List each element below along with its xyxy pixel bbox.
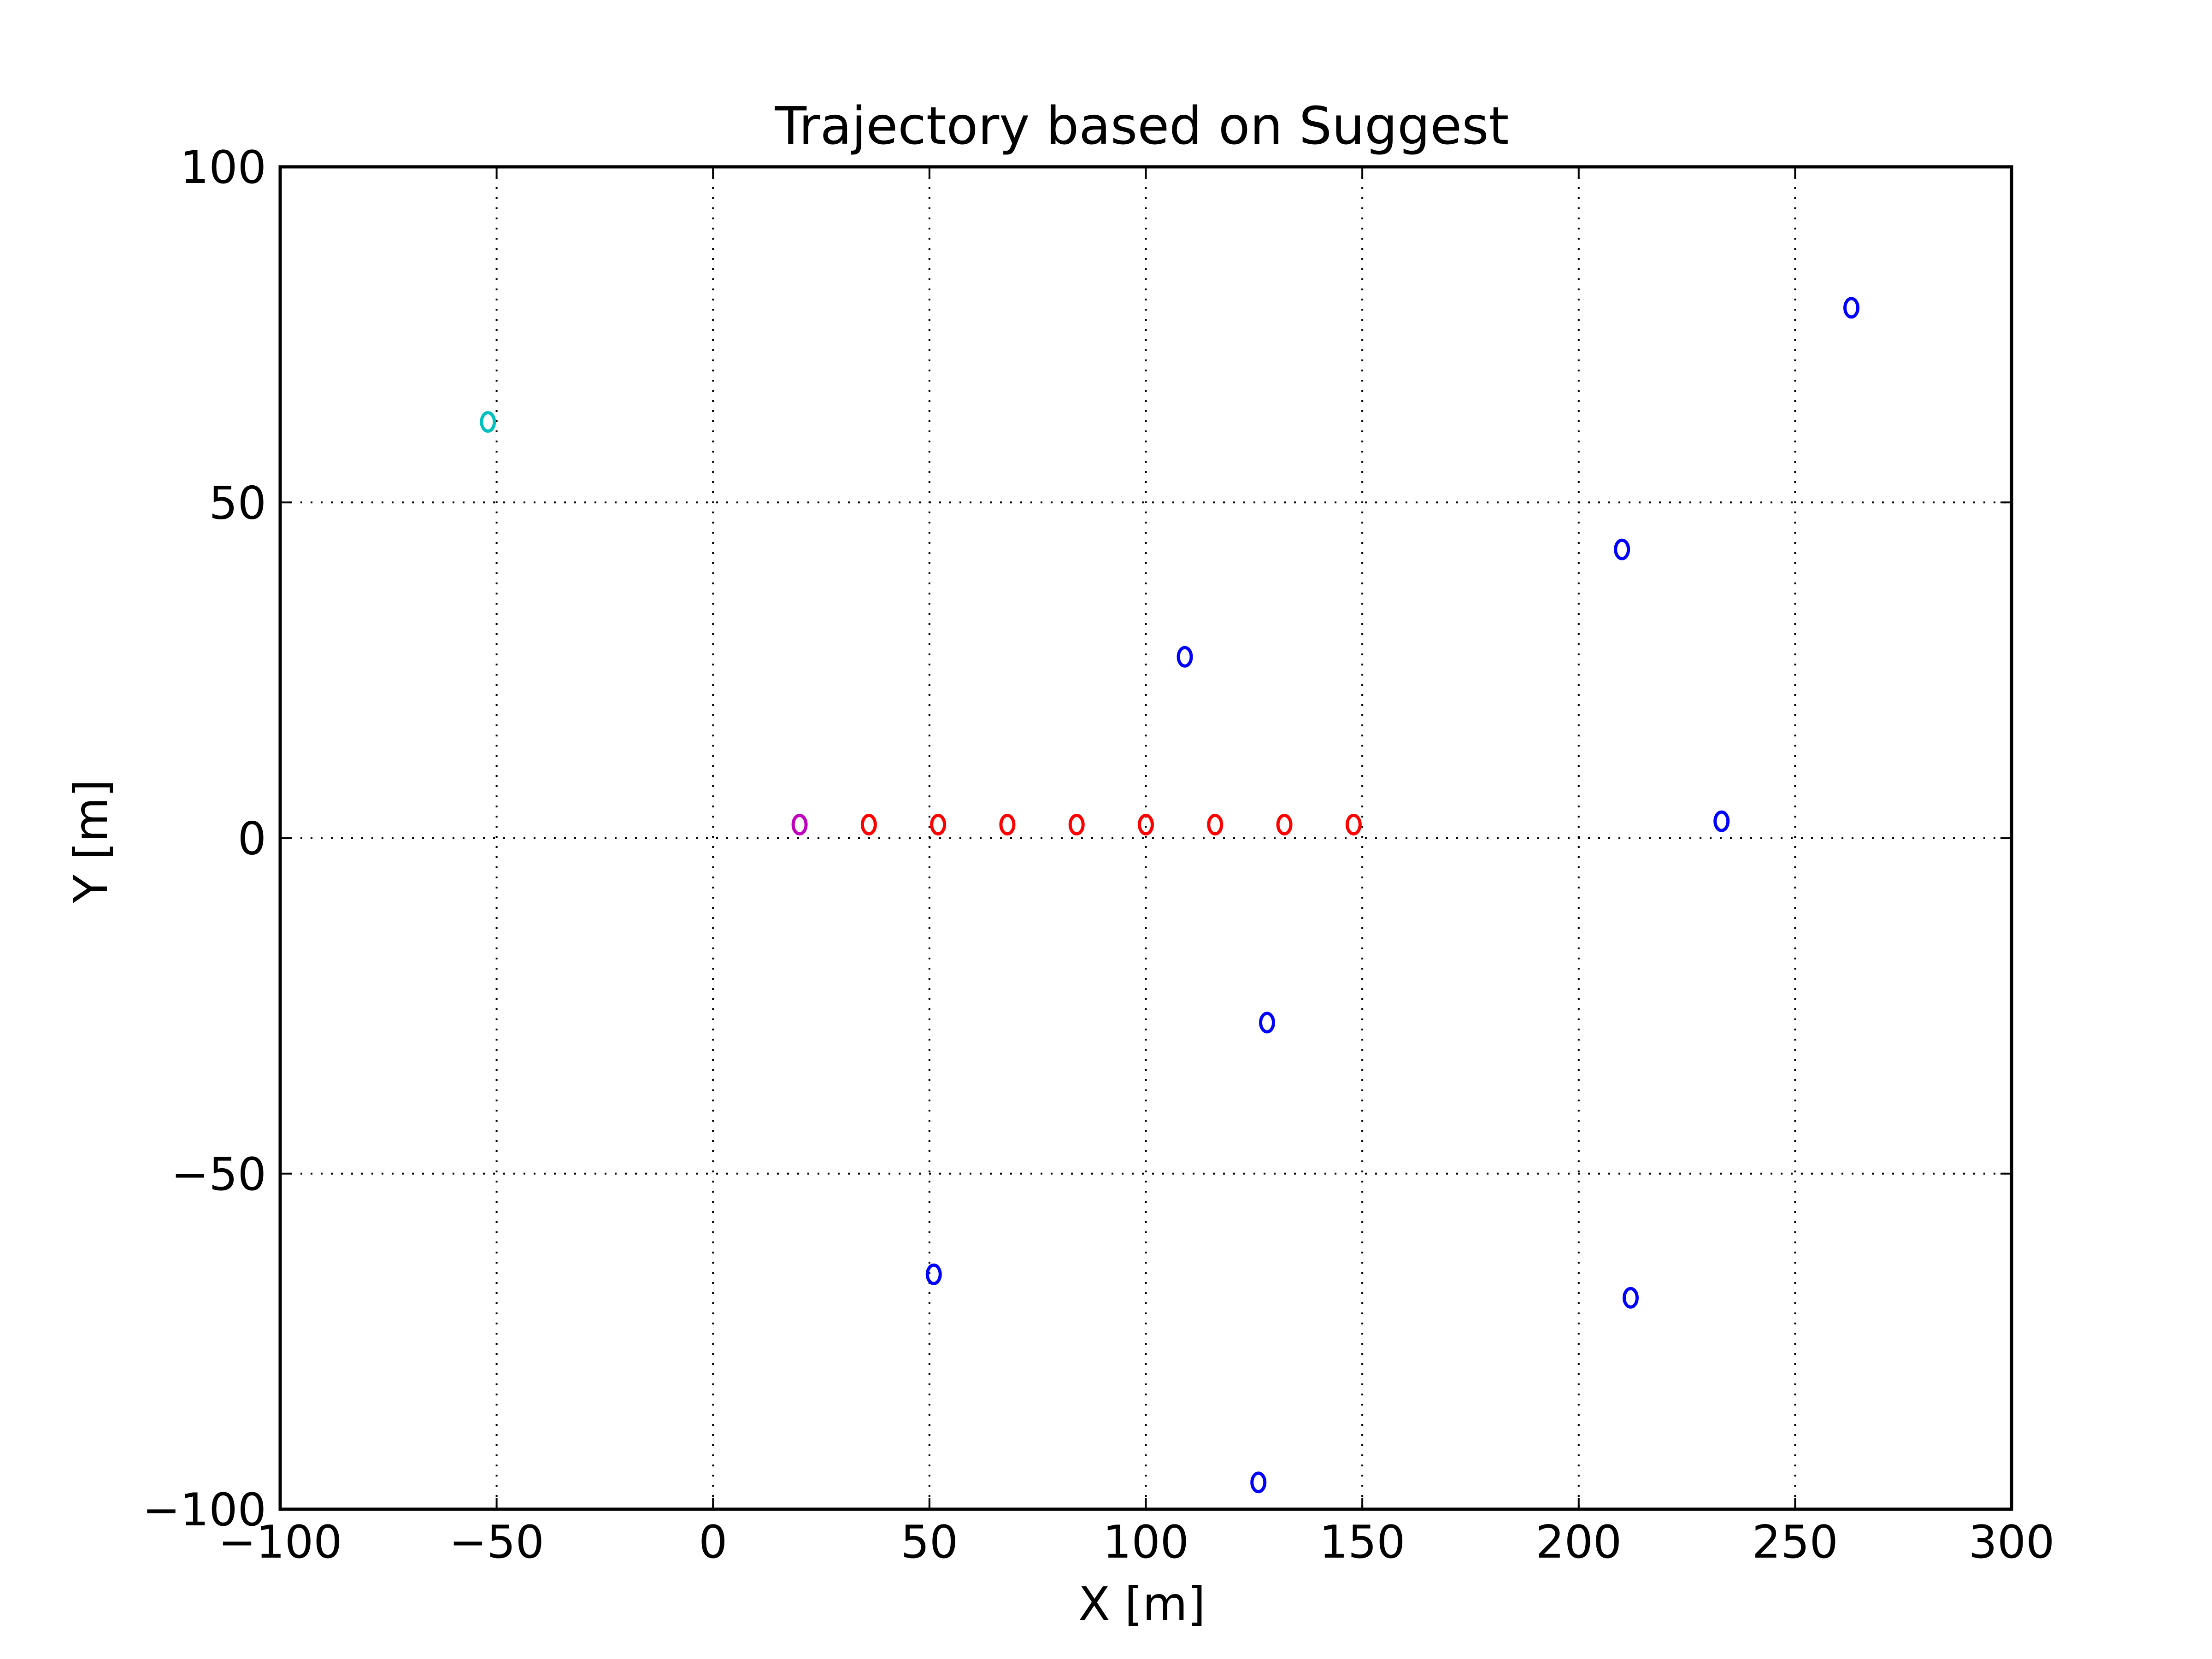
tick-labels: −100 −50 0 50 100 150 200 250 300 −100 −50 0 50 100 — [142, 141, 2055, 1569]
data-point — [1177, 646, 1193, 668]
plot-frame — [278, 165, 2013, 1511]
data-point — [999, 813, 1016, 835]
x-tick-label: 300 — [1968, 1516, 2054, 1569]
data-point — [1614, 538, 1630, 560]
data-point — [930, 813, 947, 835]
x-axis-label: X [m] — [1078, 1577, 1206, 1631]
data-point — [1843, 297, 1859, 319]
x-tick-label: −100 — [218, 1516, 342, 1569]
x-tick-label: 50 — [901, 1516, 959, 1569]
x-tick-label: 0 — [699, 1516, 727, 1569]
data-point — [1713, 810, 1730, 832]
data-point — [1259, 1012, 1275, 1034]
y-tick-label: −50 — [171, 1148, 266, 1201]
x-tick-label: 200 — [1535, 1516, 1622, 1569]
x-tick-label: 100 — [1103, 1516, 1189, 1569]
data-point — [791, 813, 808, 835]
chart-title: Trajectory based on Suggest — [775, 96, 1509, 156]
data-point — [1250, 1471, 1267, 1494]
data-point — [1345, 813, 1362, 835]
data-point — [860, 813, 877, 835]
data-point — [1207, 813, 1224, 835]
y-tick-label: 0 — [238, 813, 266, 865]
data-point — [480, 411, 496, 433]
x-tick-label: 150 — [1319, 1516, 1406, 1569]
y-axis-label: Y [m] — [64, 779, 118, 903]
y-tick-label: 100 — [180, 141, 266, 194]
x-tick-label: −50 — [449, 1516, 544, 1569]
data-point — [1138, 813, 1154, 835]
data-point — [925, 1263, 942, 1285]
data-point — [1068, 813, 1085, 835]
data-points — [480, 297, 1859, 1494]
y-tick-label: −100 — [142, 1484, 266, 1536]
x-tick-label: 250 — [1752, 1516, 1838, 1569]
grid-lines — [280, 167, 2012, 1509]
data-point — [1276, 813, 1293, 835]
data-point — [1622, 1287, 1639, 1309]
y-tick-label: 50 — [209, 477, 266, 529]
